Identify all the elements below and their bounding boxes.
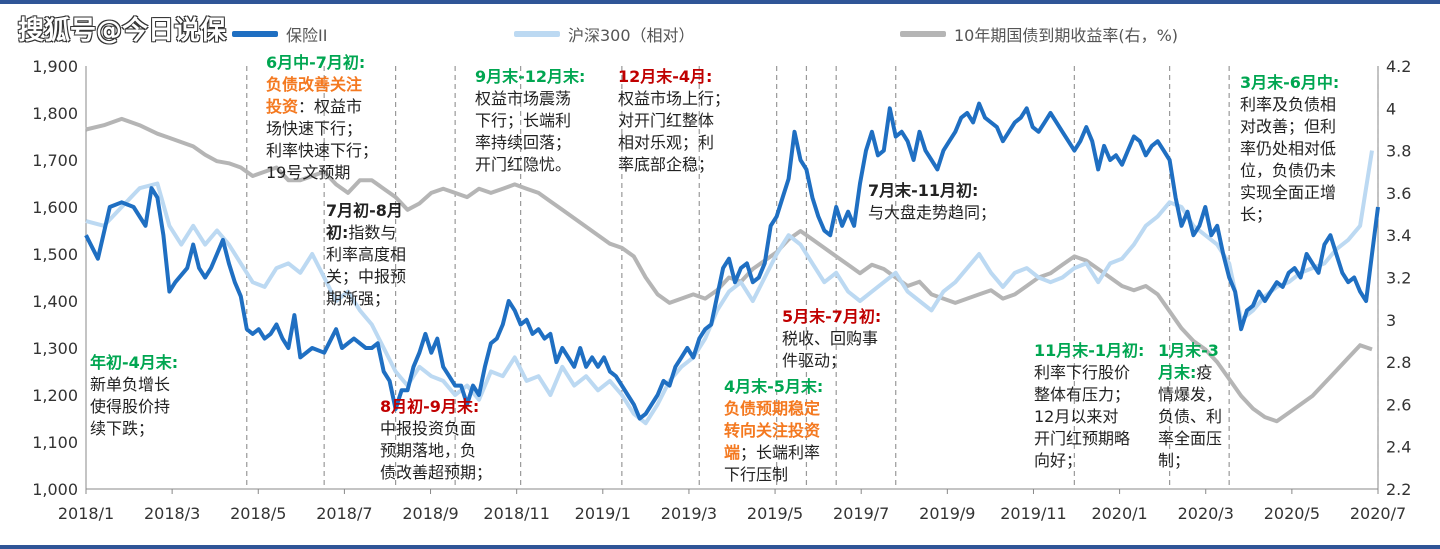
y-left-tick-label: 1,200: [32, 386, 78, 405]
y-left-tick-label: 1,000: [32, 480, 78, 499]
x-tick-label: 2018/11: [483, 504, 549, 523]
annotation-heading: 4月末-5月末:: [724, 377, 824, 396]
y-right-tick-label: 3: [1386, 311, 1396, 330]
annotation-body: 利率下行股价 整体有压力； 12月以来对 开门红预期略 向好；: [1034, 363, 1131, 470]
annotation-body: 指数与 利率高度相 关；中报预 期渐强；: [326, 223, 407, 308]
legend-label-csi300: 沪深300（相对）: [568, 26, 695, 45]
annotation-body: 疫 情爆发， 负债、利 率全面压 制；: [1158, 363, 1223, 470]
x-tick-label: 2018/1: [58, 504, 114, 523]
annotation-a7: 4月末-5月末: 负债预期稳定 转向关注投资 端；长端利率 下行压制: [724, 376, 823, 486]
x-tick-label: 2020/5: [1264, 504, 1320, 523]
legend-swatch-csi300: [514, 31, 560, 37]
x-tick-label: 2019/5: [747, 504, 803, 523]
y-left-tick-label: 1,400: [32, 292, 78, 311]
annotation-emphasis: 负债改善关注 投资: [266, 75, 363, 116]
x-tick-label: 2019/3: [661, 504, 717, 523]
annotation-emphasis: 负债预期稳定 转向关注投资 端: [724, 399, 821, 462]
x-tick-label: 2019/7: [833, 504, 889, 523]
legend-item-insurance: 保险II: [232, 22, 327, 46]
x-tick-label: 2020/1: [1091, 504, 1147, 523]
y-right-tick-label: 4: [1386, 99, 1396, 118]
y-left-tick-label: 1,600: [32, 198, 78, 217]
y-right-tick-label: 4.2: [1386, 57, 1411, 76]
annotation-body: 权益市场震荡 下行；长端利 率持续回落； 开门红隐忧。: [475, 89, 572, 174]
annotation-body: 利率及负债相 对改善；但利 率仍处相对低 位，负债仍未 实现全面正增 长；: [1240, 95, 1337, 224]
series-line-csi300: [85, 150, 1374, 426]
y-left-tick-label: 1,800: [32, 104, 78, 123]
y-left-tick-label: 1,700: [32, 151, 78, 170]
annotation-heading: 12月末-4月:: [618, 67, 713, 86]
annotation-heading: 8月初-9月末:: [380, 397, 480, 416]
y-right-tick-label: 2.4: [1386, 438, 1411, 457]
annotation-heading: 7月末-11月初:: [868, 181, 979, 200]
annotation-a5: 9月末-12月末: 权益市场震荡 下行；长端利 率持续回落； 开门红隐忧。: [475, 66, 585, 176]
legend-label-bond: 10年期国债到期收益率(右，%): [954, 26, 1179, 45]
legend-item-csi300: 沪深300（相对）: [514, 22, 695, 46]
y-right-tick-label: 2.8: [1386, 353, 1411, 372]
annotation-heading: 3月末-6月中:: [1240, 73, 1340, 92]
series-line-insurance: [84, 101, 1380, 421]
y-right-tick-label: 2.2: [1386, 480, 1411, 499]
x-tick-label: 2018/5: [230, 504, 286, 523]
y-right-tick-label: 3.8: [1386, 142, 1411, 161]
bottom-border: [0, 545, 1440, 549]
x-tick-label: 2018/9: [402, 504, 458, 523]
annotation-a12: 3月末-6月中: 利率及负债相 对改善；但利 率仍处相对低 位，负债仍未 实现全…: [1240, 72, 1339, 226]
annotation-heading: 年初-4月末:: [90, 353, 179, 372]
annotation-heading: 9月末-12月末:: [475, 67, 586, 86]
annotation-body: 与大盘走势趋同；: [868, 203, 997, 222]
annotation-a1: 年初-4月末: 新单负增长 使得股价持 续下跌；: [90, 352, 178, 440]
watermark-text: 搜狐号@今日说保: [18, 16, 227, 46]
y-left-tick-label: 1,100: [32, 433, 78, 452]
annotation-tail: ；长端利率 下行压制: [724, 443, 821, 484]
y-left-tick-label: 1,900: [32, 57, 78, 76]
y-left-tick-label: 1,500: [32, 245, 78, 264]
x-tick-label: 2020/3: [1178, 504, 1234, 523]
x-tick-label: 2019/11: [1000, 504, 1066, 523]
annotation-body: 权益市场上行； 对开门红整体 相对乐观；利 率底部企稳；: [618, 89, 731, 174]
y-right-tick-label: 3.4: [1386, 226, 1411, 245]
annotation-a8: 5月末-7月初: 税收、回购事 件驱动；: [782, 306, 881, 372]
annotation-a9: 7月末-11月初: 与大盘走势趋同；: [868, 180, 996, 224]
y-right-tick-label: 2.6: [1386, 395, 1411, 414]
annotation-heading: 7月初-8月 初:: [326, 201, 403, 242]
annotation-a4: 8月初-9月末: 中报投资负面 预期落地，负 债改善超预期；: [380, 396, 492, 484]
y-left-tick-label: 1,300: [32, 339, 78, 358]
annotation-heading: 11月末-1月初:: [1034, 341, 1145, 360]
annotation-a10: 11月末-1月初: 利率下行股价 整体有压力； 12月以来对 开门红预期略 向好…: [1034, 340, 1144, 472]
annotation-heading: 1月末-3 月末:: [1158, 341, 1219, 382]
x-tick-label: 2020/7: [1350, 504, 1406, 523]
annotation-body: 税收、回购事 件驱动；: [782, 329, 879, 370]
y-right-tick-label: 3.6: [1386, 184, 1411, 203]
top-border: [0, 0, 1440, 4]
annotation-heading: 6月中-7月初:: [266, 53, 366, 72]
annotation-heading: 5月末-7月初:: [782, 307, 882, 326]
legend-swatch-bond: [900, 31, 946, 37]
legend-label-insurance: 保险II: [286, 26, 328, 45]
annotation-body: 新单负增长 使得股价持 续下跌；: [90, 375, 171, 438]
x-tick-label: 2018/7: [316, 504, 372, 523]
y-right-tick-label: 3.2: [1386, 269, 1411, 288]
annotation-tail: ：权益市 场快速下行； 利率快速下行； 19号文预期: [266, 97, 379, 182]
x-tick-label: 2019/9: [919, 504, 975, 523]
legend-item-bond: 10年期国债到期收益率(右，%): [900, 22, 1178, 46]
annotation-a3: 7月初-8月 初:指数与 利率高度相 关；中报预 期渐强；: [326, 200, 406, 310]
annotation-body: 中报投资负面 预期落地，负 债改善超预期；: [380, 419, 493, 482]
x-tick-label: 2019/1: [575, 504, 631, 523]
x-tick-label: 2018/3: [144, 504, 200, 523]
legend-swatch-insurance: [232, 31, 278, 37]
annotation-a6: 12月末-4月: 权益市场上行； 对开门红整体 相对乐观；利 率底部企稳；: [618, 66, 730, 176]
annotation-a2: 6月中-7月初: 负债改善关注 投资：权益市 场快速下行； 利率快速下行； 19…: [266, 52, 378, 184]
annotation-a11: 1月末-3 月末:疫 情爆发， 负债、利 率全面压 制；: [1158, 340, 1222, 472]
